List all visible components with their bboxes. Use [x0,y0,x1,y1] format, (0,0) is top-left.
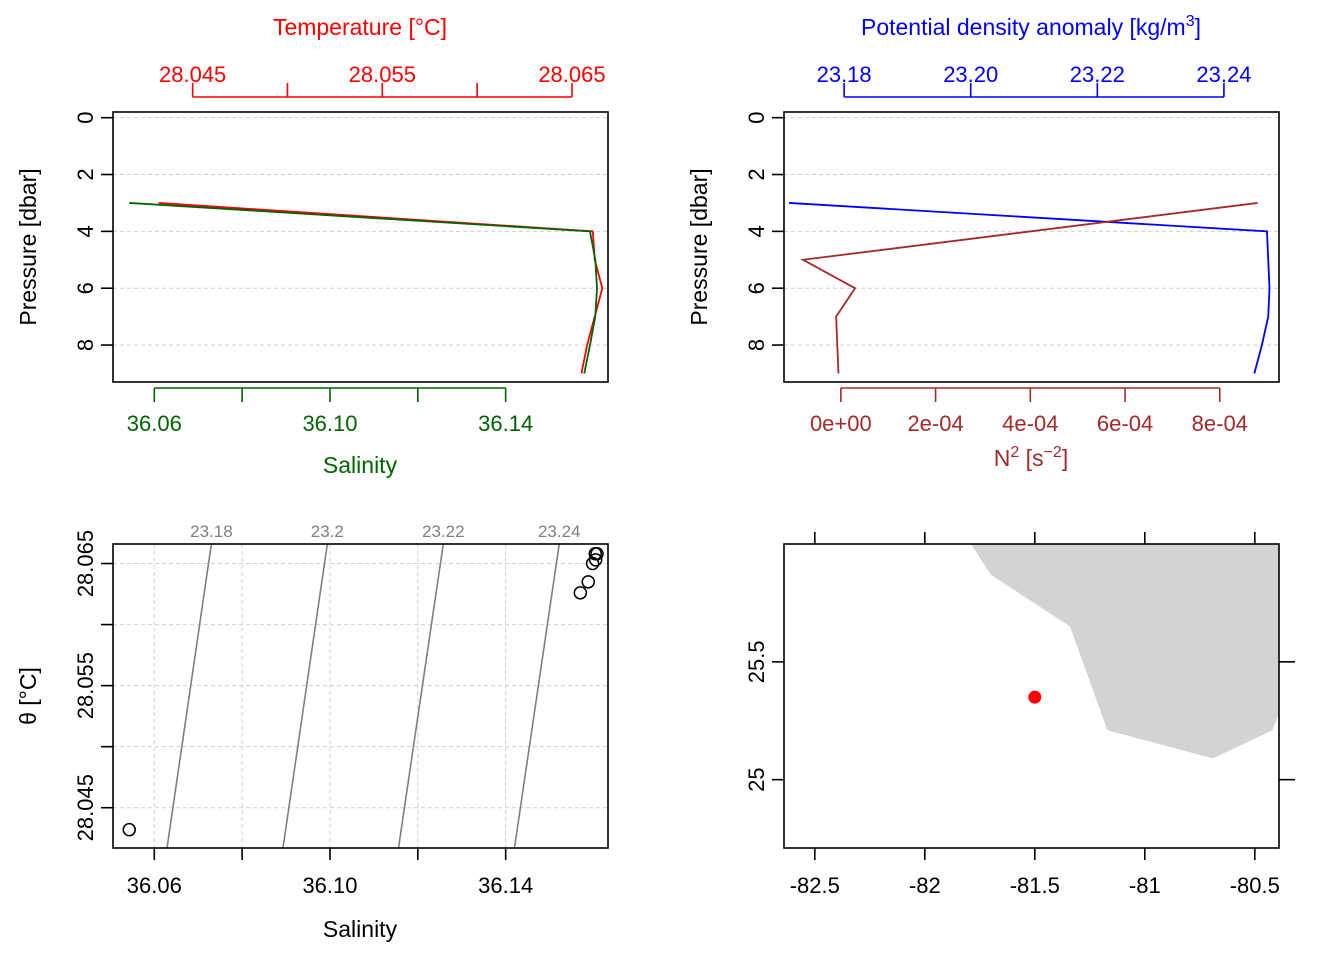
y-tick-label: 28.045 [73,774,98,841]
x-tick-label: 23.24 [1196,62,1251,87]
temperature-line [158,202,604,374]
y-tick-label: 28.065 [73,530,98,597]
y-tick-label: 28.055 [73,652,98,719]
pressure-axis-label: Pressure [dbar] [686,168,712,325]
isopycnal-line [166,543,213,849]
profile-lines [789,202,1271,374]
x-tick-label: 8e-04 [1192,411,1248,436]
x-tick-label: 23.22 [1070,62,1125,87]
salinity-axis: 36.06 36.10 36.14 [127,387,533,436]
density-line [789,202,1271,374]
density-axis: 23.18 23.20 23.22 23.24 [817,62,1251,98]
x-tick-label: 23.20 [943,62,998,87]
y-tick-label: 6 [73,282,98,294]
pressure-axis: 0 2 4 6 8 [73,112,113,351]
y-tick-label: 4 [744,225,769,237]
profile-temperature-salinity-panel: 0 2 4 6 8 28.045 28.055 28.065 36.06 36.10 36.14… [15,14,609,478]
land-area [971,544,1279,759]
x-tick-label: 28.045 [159,62,226,87]
y-tick-label: 2 [744,168,769,180]
n2-line [800,202,1258,374]
isopycnal-line [282,543,329,849]
profile-density-n2-panel: 0 2 4 6 8 23.18 23.20 23.22 23.24 0e+00 2e-04 4e-… [686,13,1280,471]
plot-frame [112,111,609,383]
n2-axis-label: N2 [s−2] [994,444,1068,471]
isopycnal-label: 23.24 [538,522,581,541]
y-tick-label: 2 [73,168,98,180]
x-tick-label: 36.10 [302,411,357,436]
x-tick-label: 36.14 [478,873,533,898]
station-marker [1028,690,1042,704]
ts-diagram-panel: 23.18 23.2 23.22 23.24 36.06 36.10 36.14 28.0… [15,522,609,942]
ts-points [122,547,604,837]
ts-point [122,822,137,837]
temperature-axis-label: Temperature [°C] [273,14,447,40]
x-tick-label: -81.5 [1010,873,1060,898]
x-tick-label: 36.10 [302,873,357,898]
density-axis-label: Potential density anomaly [kg/m3] [861,13,1201,40]
x-tick-label: 36.14 [478,411,533,436]
x-tick-label: 0e+00 [810,411,872,436]
y-tick-label: 0 [744,112,769,124]
station-map-panel: -82.5 -82 -81.5 -81 -80.5 25 25.5 [744,532,1295,898]
x-tick-label: -81 [1129,873,1161,898]
ts-point [573,586,588,600]
ts-point [581,575,595,589]
grid-lines [113,117,608,346]
profile-lines [129,202,604,374]
x-tick-label: -82.5 [790,873,840,898]
isopycnal-lines: 23.18 23.2 23.22 23.24 [166,522,581,849]
ts-point [588,547,603,561]
x-tick-label: 36.06 [127,873,182,898]
isopycnal-line [397,543,445,849]
grid-lines [113,544,608,848]
y-tick-label: 4 [73,225,98,237]
latitude-axis: 25 25.5 [744,640,1295,792]
y-tick-label: 6 [744,282,769,294]
x-tick-label: 6e-04 [1097,411,1153,436]
isopycnal-label: 23.18 [190,522,233,541]
theta-axis: 28.045 28.055 28.065 [73,530,113,841]
plot-frame [112,543,609,849]
x-tick-label: 36.06 [127,411,182,436]
y-tick-label: 0 [73,112,98,124]
x-tick-label: -80.5 [1230,873,1280,898]
y-tick-label: 8 [73,339,98,351]
temperature-axis: 28.045 28.055 28.065 [159,62,606,98]
x-tick-label: 28.055 [349,62,416,87]
longitude-axis: -82.5 -82 -81.5 -81 -80.5 [790,532,1280,898]
y-tick-label: 25.5 [744,640,769,683]
salinity-axis-label: Salinity [323,916,398,942]
isopycnal-line [513,543,561,849]
theta-axis-label: θ [°C] [15,667,41,725]
salinity-axis-label: Salinity [323,452,398,478]
salinity-axis: 36.06 36.10 36.14 [127,848,533,898]
x-tick-label: 23.18 [817,62,872,87]
x-tick-label: 28.065 [538,62,605,87]
y-tick-label: 8 [744,339,769,351]
y-tick-label: 25 [744,767,769,791]
x-tick-label: -82 [909,873,941,898]
isopycnal-label: 23.22 [422,522,465,541]
n2-axis: 0e+00 2e-04 4e-04 6e-04 8e-04 [810,387,1248,436]
map-frame [783,543,1280,849]
ts-point [588,553,603,567]
x-tick-label: 2e-04 [907,411,963,436]
salinity-line [129,202,598,374]
isopycnal-label: 23.2 [311,522,344,541]
x-tick-label: 4e-04 [1002,411,1058,436]
pressure-axis: 0 2 4 6 8 [744,112,784,351]
plot-frame [783,111,1280,383]
pressure-axis-label: Pressure [dbar] [15,168,41,325]
